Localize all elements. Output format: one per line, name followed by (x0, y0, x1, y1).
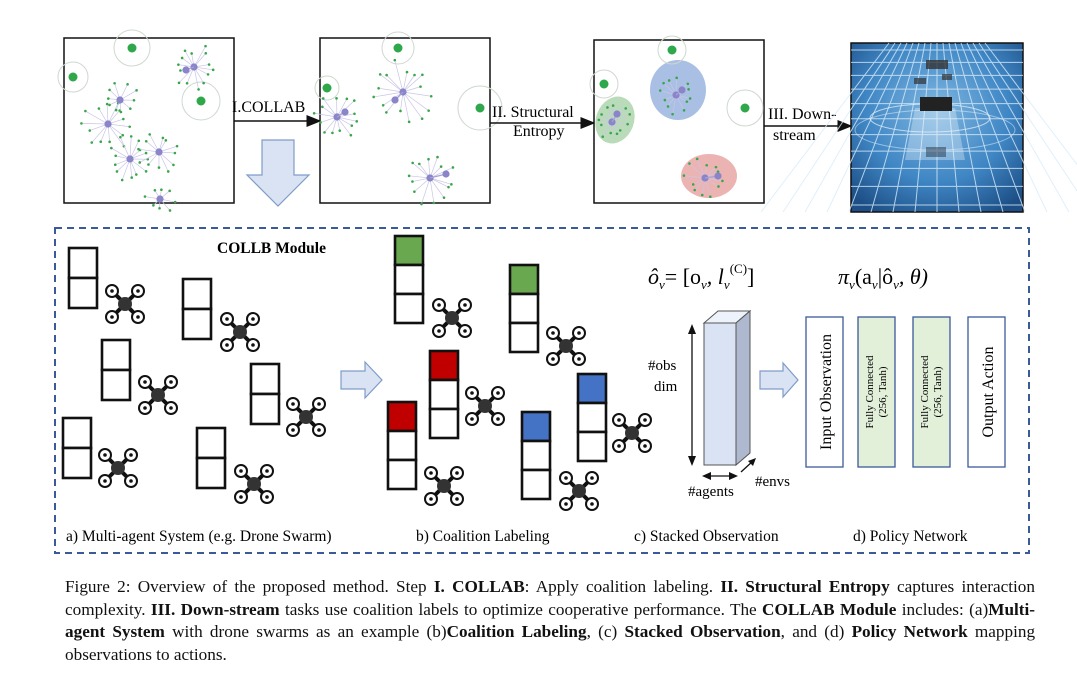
drone-icon (219, 311, 261, 353)
axis-obs-dim-line1: #obs (648, 358, 677, 374)
drone-icon (545, 325, 587, 367)
drone-icon (431, 297, 473, 339)
drone-icon (104, 283, 146, 325)
drone-icon (464, 385, 506, 427)
figure-caption: Figure 2: Overview of the proposed metho… (65, 577, 1036, 664)
target-node (196, 96, 206, 106)
layer-fc1-label-line1: Fully Connected (864, 355, 876, 429)
drone-icon (423, 465, 465, 507)
down-arrow (245, 139, 311, 207)
obs-formula: ôv= [ov, lv(C)] (648, 261, 754, 292)
layer-input-observation (805, 316, 844, 468)
sublabel-a: a) Multi-agent System (e.g. Drone Swarm) (66, 528, 332, 545)
layer-fc2 (912, 316, 951, 468)
module-title: COLLB Module (217, 240, 326, 257)
step2-label-line1: II. Structural (492, 104, 574, 121)
policy-formula: πv(av|ôv, θ) (838, 264, 928, 292)
axis-envs: #envs (755, 474, 790, 490)
layer-fc1-label-line2: (256, Tanh) (877, 366, 889, 417)
agent-node (156, 195, 164, 203)
observation-tensor (703, 322, 737, 466)
multi-agent-system (61, 246, 327, 505)
axis-obs-dim-line2: dim (654, 379, 678, 395)
agent-node (116, 96, 124, 104)
drone-icon (97, 447, 139, 489)
target-node (740, 103, 750, 113)
drone-icon (558, 470, 600, 512)
step3-label-line1: III. Down- (768, 106, 836, 123)
sublabel-c: c) Stacked Observation (634, 528, 779, 545)
agent-node (104, 120, 112, 128)
layer-input-label: Input Observation (818, 334, 835, 450)
sim-drone (920, 97, 952, 111)
drone-icon (611, 412, 653, 454)
step2-label-line2: Entropy (513, 123, 565, 140)
agent-node (126, 155, 134, 163)
target-node (393, 43, 403, 53)
layer-output-action (967, 316, 1006, 468)
target-node (667, 45, 677, 55)
arrow-a-to-b (340, 360, 383, 400)
agent-node (155, 148, 163, 156)
target-node (475, 103, 485, 113)
step1-arrow: I.COLLAB (232, 99, 322, 127)
arrow-c-to-d (759, 361, 799, 399)
drone-icon (137, 374, 179, 416)
step3-arrow: III. Down- stream (764, 106, 853, 144)
layer-fc2-label-line1: Fully Connected (919, 355, 931, 429)
simulation-render (760, 42, 1077, 213)
graph-panel-entropy (589, 35, 765, 204)
sublabel-d: d) Policy Network (853, 528, 968, 545)
target-node (68, 72, 78, 82)
target-node (127, 43, 137, 53)
axis-agents: #agents (688, 484, 734, 500)
drone-icon (285, 396, 327, 438)
coalition-labeling (386, 234, 653, 512)
drone-icon (233, 463, 275, 505)
sublabel-b: b) Coalition Labeling (416, 528, 550, 545)
step3-label-line2: stream (773, 127, 816, 144)
cluster-blue (650, 60, 706, 120)
layer-fc1 (857, 316, 896, 468)
layer-output-label: Output Action (980, 346, 997, 437)
target-node (322, 83, 332, 93)
layer-fc2-label-line2: (256, Tanh) (932, 366, 944, 417)
graph-panel-raw (57, 29, 235, 212)
step1-label: I.COLLAB (232, 99, 305, 116)
collab-module-frame (54, 227, 1030, 554)
stacked-observation: ôv= [ov, lv(C)] #obs dim #agents #envs (648, 261, 790, 500)
step2-arrow: II. Structural Entropy (490, 104, 596, 140)
graph-panel-collab (312, 31, 503, 206)
target-node (599, 79, 609, 89)
policy-network: πv(av|ôv, θ) Input Observation Fully Con… (805, 264, 1006, 468)
